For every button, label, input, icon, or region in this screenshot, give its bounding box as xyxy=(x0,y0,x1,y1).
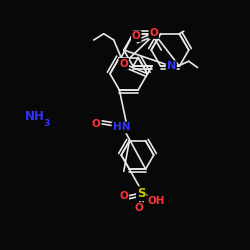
Text: N: N xyxy=(166,61,176,71)
Text: HN: HN xyxy=(112,122,130,132)
Text: O: O xyxy=(134,203,143,213)
Text: O: O xyxy=(132,31,140,41)
Text: O: O xyxy=(92,119,100,129)
Text: 3: 3 xyxy=(44,119,50,128)
Text: NH: NH xyxy=(25,110,45,123)
Text: S: S xyxy=(137,187,145,200)
Text: O: O xyxy=(120,59,128,69)
Text: O: O xyxy=(150,28,158,38)
Text: O: O xyxy=(120,191,128,201)
Text: OH: OH xyxy=(148,196,165,206)
